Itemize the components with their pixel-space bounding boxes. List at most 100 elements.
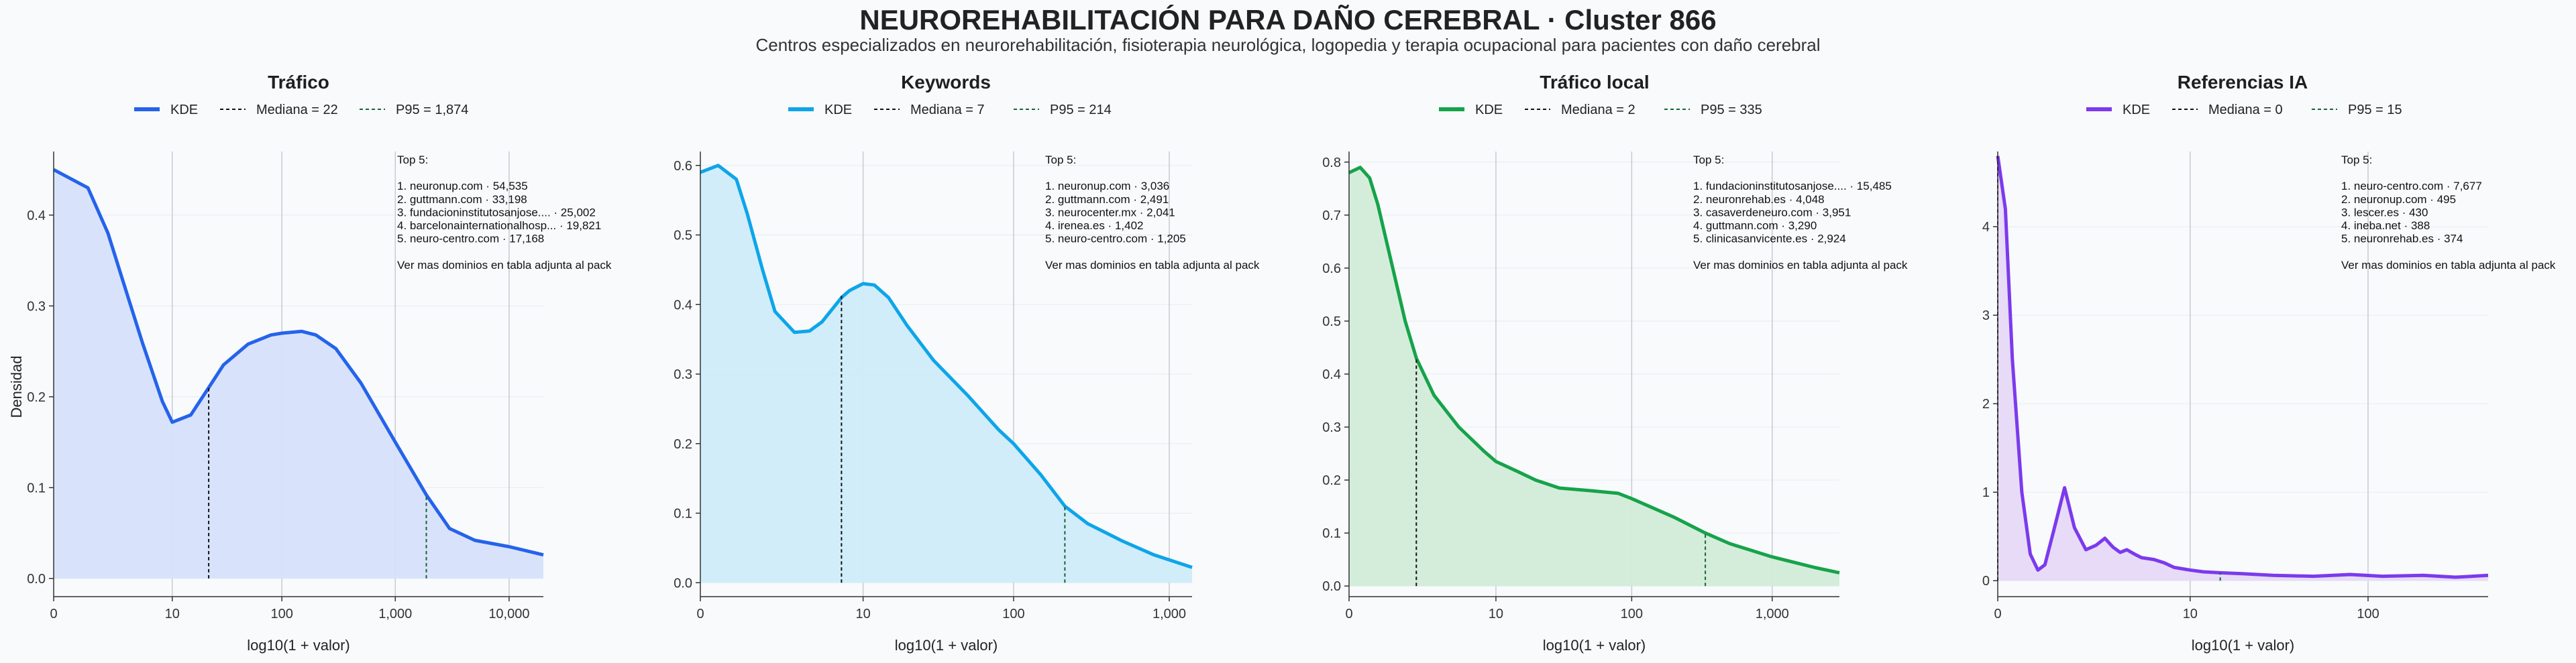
annotation-line: Ver mas dominios en tabla adjunta al pac… — [397, 259, 612, 272]
panel-title: Referencias IA — [2178, 72, 2308, 93]
y-tick-label: 0 — [1982, 574, 1990, 589]
annotation-line: 2. neuronup.com · 495 — [2341, 193, 2456, 206]
x-tick-label: 10 — [165, 607, 180, 621]
main-subtitle: Centros especializados en neurorehabilit… — [755, 35, 1821, 55]
y-tick-label: 0.0 — [1322, 579, 1341, 594]
legend: KDE Mediana = 0 P95 = 15 — [2086, 103, 2402, 117]
x-axis-label: log10(1 + valor) — [1543, 637, 1646, 654]
annotation-line: 1. neuronup.com · 3,036 — [1045, 180, 1169, 192]
y-tick-label: 0.2 — [1322, 473, 1341, 488]
annotation-line: Ver mas dominios en tabla adjunta al pac… — [1045, 259, 1260, 272]
y-tick-label: 0.1 — [1322, 526, 1341, 541]
kde-area — [54, 170, 543, 579]
x-tick-label: 1,000 — [378, 607, 412, 621]
annotation-line: 1. fundacioninstitutosanjose.... · 15,48… — [1693, 180, 1892, 192]
legend-p95-label: P95 = 335 — [1701, 103, 1762, 117]
annotation-line: 5. neuro-centro.com · 17,168 — [397, 233, 544, 245]
annotation-line: 2. neuronrehab.es · 4,048 — [1693, 193, 1825, 206]
y-tick-label: 0.2 — [674, 437, 692, 452]
x-tick-label: 100 — [1002, 607, 1024, 621]
kde-area — [1349, 167, 1839, 587]
annotation-line: Ver mas dominios en tabla adjunta al pac… — [1693, 259, 1908, 272]
legend-median-label: Mediana = 2 — [1561, 103, 1635, 117]
x-axis-label: log10(1 + valor) — [895, 637, 998, 654]
y-tick-label: 0.5 — [1322, 314, 1341, 329]
x-tick-label: 0 — [696, 607, 704, 621]
panel-title: Keywords — [901, 72, 991, 93]
annotation-line: Ver mas dominios en tabla adjunta al pac… — [2341, 259, 2556, 272]
y-tick-label: 0.3 — [674, 367, 692, 382]
y-tick-label: 0.4 — [27, 208, 46, 223]
y-tick-label: 3 — [1982, 308, 1990, 323]
annotation-line: 3. lescer.es · 430 — [2341, 206, 2428, 219]
y-tick-label: 0.6 — [1322, 261, 1341, 276]
y-tick-label: 0.5 — [674, 229, 692, 243]
legend-p95-label: P95 = 214 — [1050, 103, 1112, 117]
annotation-line: Top 5: — [397, 154, 428, 166]
annotation-line: 4. guttmann.com · 3,290 — [1693, 219, 1817, 232]
y-tick-label: 0.1 — [674, 507, 692, 522]
y-tick-label: 0.4 — [674, 298, 692, 312]
legend-median-label: Mediana = 22 — [256, 103, 338, 117]
legend-median-label: Mediana = 7 — [910, 103, 985, 117]
annotation-line: 1. neuro-centro.com · 7,677 — [2341, 180, 2482, 192]
y-tick-label: 1 — [1982, 485, 1990, 500]
x-tick-label: 1,000 — [1152, 607, 1186, 621]
annotation-line: 3. fundacioninstitutosanjose.... · 25,00… — [397, 206, 596, 219]
x-tick-label: 100 — [270, 607, 292, 621]
x-tick-label: 0 — [1345, 607, 1352, 621]
x-axis-label: log10(1 + valor) — [247, 637, 350, 654]
y-tick-label: 0.1 — [27, 481, 46, 495]
x-tick-label: 100 — [1621, 607, 1643, 621]
annotation-line: 1. neuronup.com · 54,535 — [397, 180, 528, 192]
chart-referencias-ia: Referencias IA KDE Mediana = 0 P95 = 15 0 1 2 3… — [1982, 72, 2556, 654]
x-tick-label: 10 — [855, 607, 870, 621]
x-tick-label: 10 — [2183, 607, 2198, 621]
y-tick-label: 0.0 — [27, 572, 46, 587]
x-tick-label: 100 — [2357, 607, 2379, 621]
legend-median-label: Mediana = 0 — [2208, 103, 2283, 117]
main-title: NEUROREHABILITACIÓN PARA DAÑO CEREBRAL ·… — [859, 4, 1717, 36]
legend-kde-label: KDE — [170, 103, 198, 117]
panel-referencias-ia: Referencias IA KDE Mediana = 0 P95 = 15 0 1 2 3… — [1932, 0, 2576, 663]
panel-trafico: Tráfico KDE Mediana = 22 P95 = 1,874 0.0 0.1 0… — [0, 0, 644, 663]
x-tick-label: 10 — [1489, 607, 1503, 621]
top5-annotation: Top 5: 1. fundacioninstitutosanjose.... ·… — [1693, 154, 1908, 272]
kde-line — [52, 168, 544, 557]
panel-keywords: Keywords KDE Mediana = 7 P95 = 214 0.0 0.1 0.2… — [644, 0, 1288, 663]
annotation-line: 5. neuro-centro.com · 1,205 — [1045, 233, 1186, 245]
annotation-line: 4. ineba.net · 388 — [2341, 219, 2430, 232]
annotation-line: 5. clinicasanvicente.es · 2,924 — [1693, 233, 1846, 245]
kde-line — [1996, 156, 2489, 579]
y-tick-label: 0.3 — [1322, 420, 1341, 435]
chart-keywords: Keywords KDE Mediana = 7 P95 = 214 0.0 0.1 0.2… — [674, 72, 1260, 654]
y-tick-label: 4 — [1982, 220, 1990, 235]
panel-title: Tráfico — [268, 72, 329, 93]
legend-kde-label: KDE — [824, 103, 852, 117]
kde-line — [1348, 166, 1840, 575]
annotation-line: 2. guttmann.com · 2,491 — [1045, 193, 1169, 206]
kde-line — [700, 164, 1193, 569]
y-tick-label: 2 — [1982, 397, 1990, 412]
legend: KDE Mediana = 7 P95 = 214 — [788, 103, 1112, 117]
legend: KDE Mediana = 22 P95 = 1,874 — [134, 103, 468, 117]
annotation-line: 5. neuronrehab.es · 374 — [2341, 233, 2463, 245]
y-tick-label: 0.3 — [27, 299, 46, 314]
y-axis-label: Densidad — [8, 356, 25, 418]
y-tick-label: 0.4 — [1322, 367, 1341, 382]
annotation-line: 4. irenea.es · 1,402 — [1045, 219, 1143, 232]
annotation-line: 4. barcelonainternationalhosp... · 19,82… — [397, 219, 601, 232]
y-tick-label: 0.7 — [1322, 208, 1341, 223]
x-axis-label: log10(1 + valor) — [2192, 637, 2294, 654]
annotation-line: 3. neurocenter.mx · 2,041 — [1045, 206, 1175, 219]
annotation-line: Top 5: — [1693, 154, 1724, 166]
chart-trafico: Tráfico KDE Mediana = 22 P95 = 1,874 0.0 0.1 0… — [8, 72, 612, 654]
y-tick-label: 0.8 — [1322, 156, 1341, 170]
legend-p95-label: P95 = 15 — [2348, 103, 2402, 117]
annotation-line: Top 5: — [2341, 154, 2372, 166]
y-tick-label: 0.2 — [27, 390, 46, 405]
y-tick-label: 0.0 — [674, 576, 692, 591]
y-tick-label: 0.6 — [674, 159, 692, 174]
